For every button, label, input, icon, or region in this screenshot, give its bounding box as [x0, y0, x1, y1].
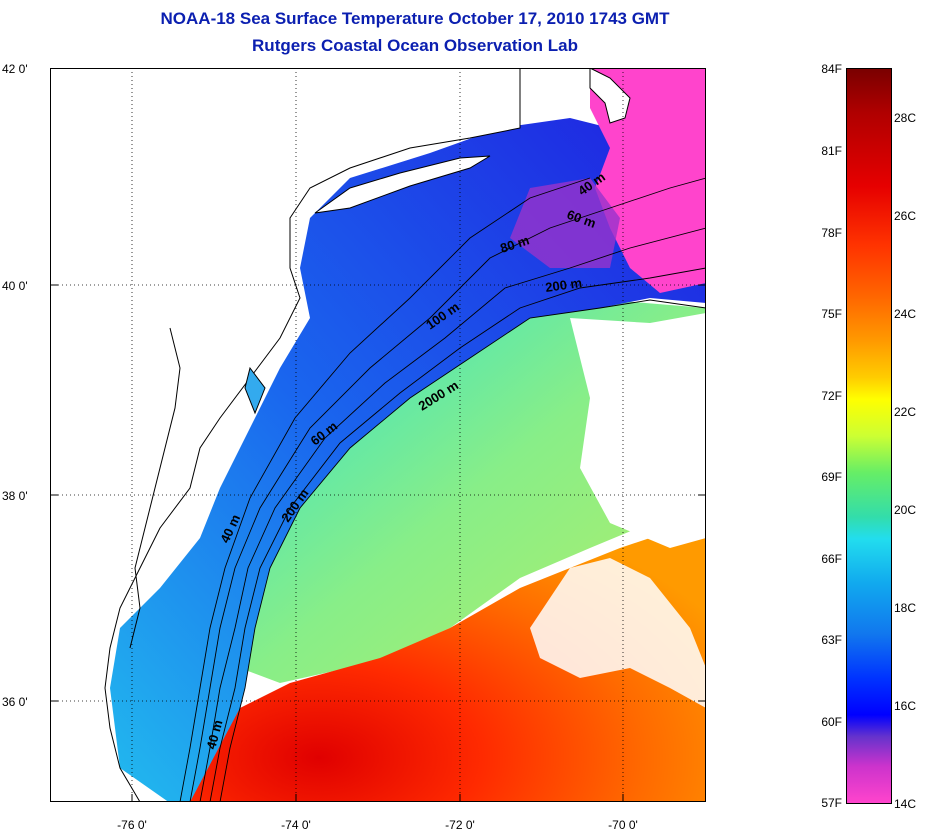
- colorbar-c-label: 16C: [894, 699, 917, 713]
- cloud-cover-southeast: [530, 558, 706, 708]
- shelf-water-region: [110, 118, 706, 802]
- colorbar-f-label: 57F: [821, 796, 842, 810]
- colorbar-c-label: 26C: [894, 209, 917, 223]
- cold-water-patch-northeast: [590, 68, 706, 293]
- cape-cod: [589, 68, 631, 124]
- delaware-bay: [244, 366, 266, 415]
- long-island: [314, 155, 491, 214]
- colorbar-f-label: 81F: [821, 144, 842, 158]
- colorbar-f-label: 84F: [821, 62, 842, 76]
- lon-label-74: -74 0': [281, 818, 311, 832]
- colorbar-c-label: 24C: [894, 307, 917, 321]
- colorbar-f-label: 72F: [821, 389, 842, 403]
- colorbar-f-label: 60F: [821, 715, 842, 729]
- map-subtitle: Rutgers Coastal Ocean Observation Lab: [252, 36, 578, 55]
- lat-label-42: 42 0': [2, 62, 28, 76]
- temperature-colorbar: [846, 68, 892, 804]
- mainland-landmass: [50, 68, 521, 802]
- colorbar-c-label: 22C: [894, 405, 917, 419]
- lon-label-76: -76 0': [117, 818, 147, 832]
- chesapeake-bay: [129, 327, 181, 649]
- lat-label-40: 40 0': [2, 279, 28, 293]
- axis-ticks: [50, 284, 706, 802]
- colorbar-f-label: 78F: [821, 226, 842, 240]
- map-title: NOAA-18 Sea Surface Temperature October …: [160, 9, 670, 28]
- cloud-cover-east: [570, 313, 706, 548]
- contour-label: 200 m: [544, 275, 583, 295]
- colorbar-f-label: 75F: [821, 307, 842, 321]
- lat-label-36: 36 0': [2, 695, 28, 709]
- lon-label-70: -70 0': [608, 818, 638, 832]
- graticule: [50, 68, 706, 802]
- colorbar-f-label: 66F: [821, 552, 842, 566]
- lon-label-72: -72 0': [445, 818, 475, 832]
- colorbar-c-label: 28C: [894, 111, 917, 125]
- colorbar-c-label: 20C: [894, 503, 917, 517]
- sst-map: 40 m 60 m 80 m 200 m 100 m 2000 m 60 m 4…: [50, 68, 706, 802]
- colorbar-c-label: 14C: [894, 797, 917, 811]
- bathymetry-contours: [179, 177, 706, 802]
- lat-label-38: 38 0': [2, 489, 28, 503]
- contour-label: 40 m: [203, 718, 225, 751]
- colorbar-c-label: 18C: [894, 601, 917, 615]
- colorbar-f-label: 63F: [821, 633, 842, 647]
- map-frame: [50, 68, 706, 802]
- colorbar-f-label: 69F: [821, 470, 842, 484]
